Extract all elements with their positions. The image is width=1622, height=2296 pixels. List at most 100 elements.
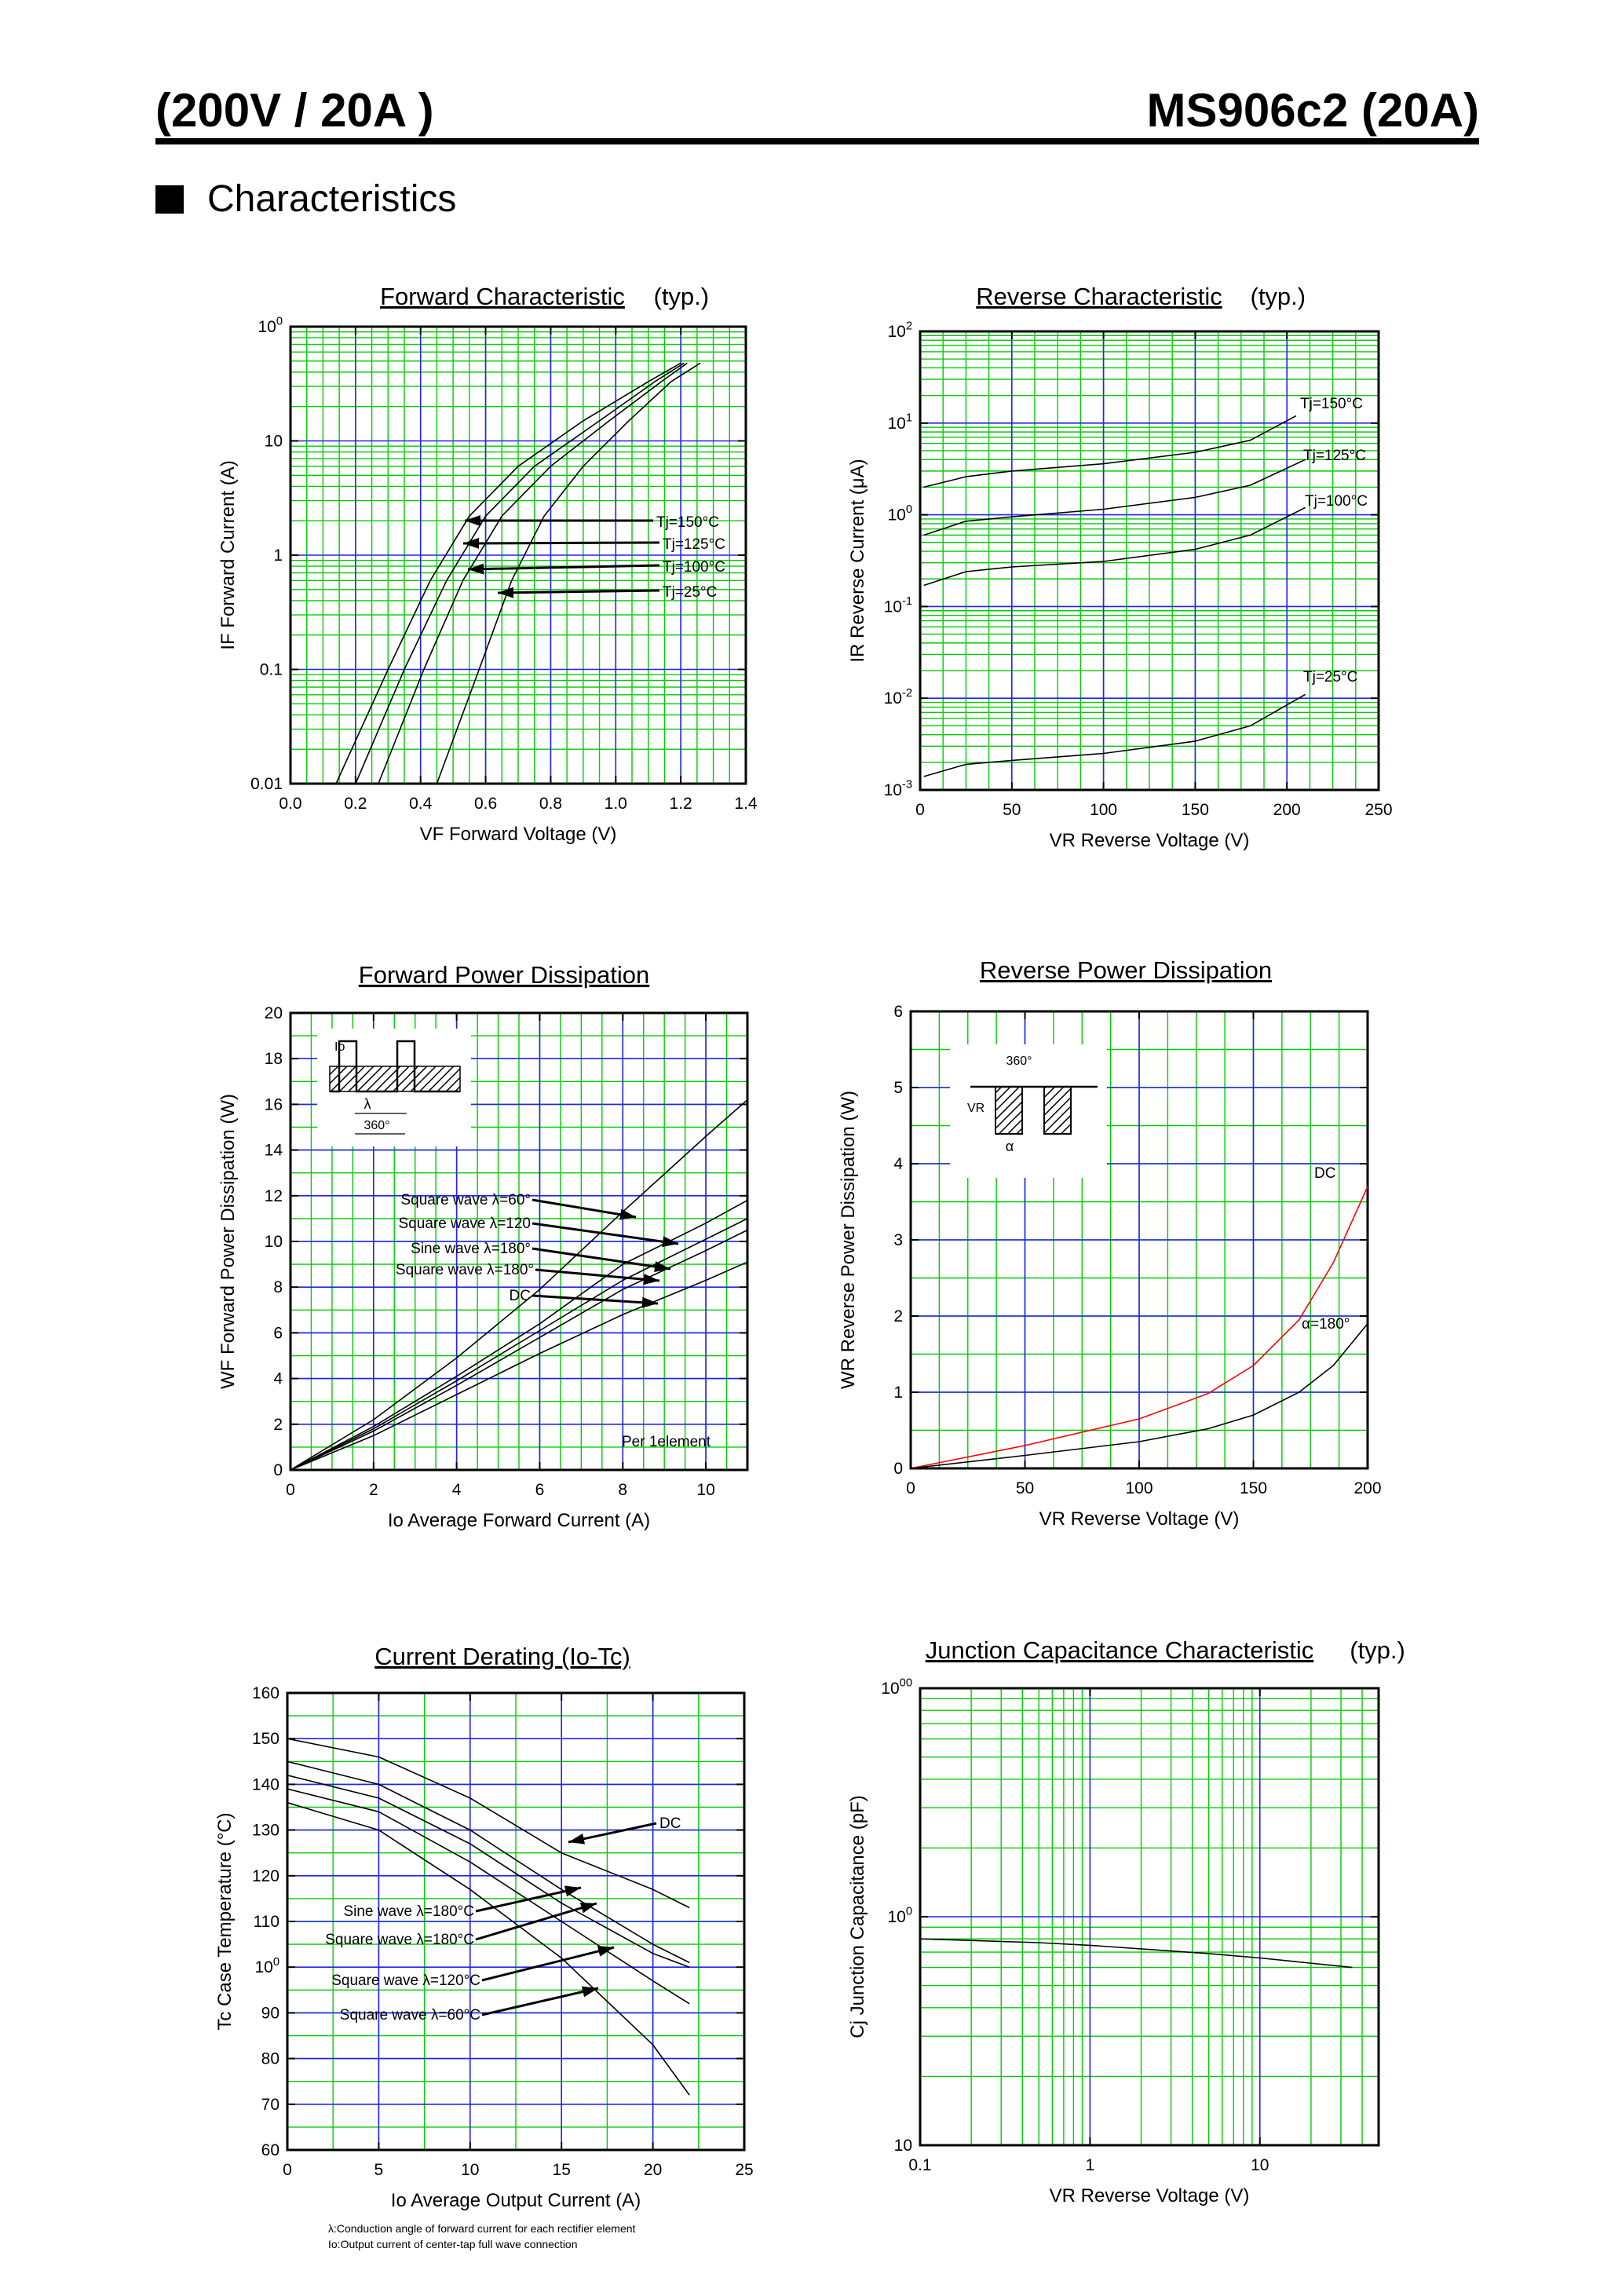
rpd-annotation: α=180° <box>1302 1316 1350 1333</box>
tick-marks <box>919 331 1379 791</box>
arrow-head <box>619 1208 636 1220</box>
y-tick-label: 12 <box>265 1187 283 1205</box>
series-line-1 <box>355 362 685 784</box>
series-line-2 <box>287 1775 690 1968</box>
derating-annotation: DC <box>659 1815 681 1832</box>
series-line-2 <box>923 506 1306 587</box>
y-tick-label: 130 <box>252 1822 279 1840</box>
y-tick-label: 3 <box>893 1231 903 1249</box>
annotation-arrow <box>475 1902 597 1941</box>
fpd-annotation: Square wave λ=60° <box>400 1192 531 1208</box>
series-line-3 <box>290 1229 748 1471</box>
x-tick-label: 50 <box>1016 1479 1034 1497</box>
series-line-2 <box>290 1218 748 1471</box>
annotation-arrow <box>535 1268 660 1282</box>
chart-capacitance: 0.1 1 10 10 100 1000 VR Reverse Voltage (V) Cj … <box>847 1636 1405 2206</box>
y-tick-label: 0 <box>893 1460 903 1478</box>
y-tick-label: 18 <box>265 1050 283 1068</box>
x-tick-label: 8 <box>618 1481 627 1499</box>
chart-rpd: 0 50 100 150 200 0 1 2 3 4 5 6 VR Reverse Voltage (V… <box>838 956 1382 1530</box>
header-left-title: (200V / 20A ) <box>155 84 434 137</box>
series-line-0 <box>923 415 1297 488</box>
y-axis-label: IR Reverse Current (μA) <box>847 459 868 662</box>
fpd-annotation: DC <box>510 1288 531 1304</box>
fpd-annotation: Sine wave λ=180° <box>411 1241 531 1257</box>
arrow-head <box>581 1986 598 1998</box>
reverse-annotation: Tj=125°C <box>1303 448 1366 464</box>
y-tick-label: 80 <box>261 2050 279 2068</box>
reverse-annotation: Tj=150°C <box>1300 396 1363 412</box>
series-line-1 <box>923 459 1306 536</box>
chart-reverse: 0 50 100 150 200 250 10-3 10-2 10-1 100 101 102 VR R… <box>847 283 1393 851</box>
section-title: Characteristics <box>207 178 457 220</box>
inset-hatch <box>329 1066 461 1092</box>
y-tick-label: 110 <box>254 1913 279 1931</box>
y-tick-label: 10-2 <box>884 687 912 707</box>
y-tick-label: 102 <box>887 320 912 341</box>
x-tick-label: 5 <box>374 2161 384 2179</box>
chart-title: Current Derating (Io-Tc) <box>374 1643 630 1670</box>
arrow-head <box>463 537 480 549</box>
y-tick-label: 60 <box>261 2141 279 2159</box>
x-tick-label: 1.4 <box>734 795 758 813</box>
arrow-head <box>643 1274 659 1285</box>
inset-bar <box>1043 1086 1072 1135</box>
inset-bg <box>950 1044 1107 1178</box>
y-axis-label: IF Forward Current (A) <box>217 460 239 649</box>
y-tick-label: 10-3 <box>884 779 912 799</box>
y-tick-label: 1 <box>273 547 283 565</box>
annotation-arrow <box>467 564 660 571</box>
derating-annotation: Square wave λ=180°C <box>325 1932 474 1948</box>
x-tick-label: 2 <box>369 1481 378 1499</box>
y-tick-label: 100 <box>254 1956 279 1976</box>
series-line-1 <box>287 1760 690 1964</box>
footnote-lambda: λ:Conduction angle of forward current fo… <box>328 2222 636 2235</box>
y-tick-label: 10 <box>894 2137 912 2155</box>
chart-title: Reverse Power Dissipation <box>980 956 1272 984</box>
annotation-arrow <box>532 1247 671 1270</box>
x-tick-label: 150 <box>1182 801 1209 819</box>
series-line-3 <box>923 693 1306 777</box>
inset-bar <box>995 1086 1023 1135</box>
chart-derating: 0 5 10 15 20 25 60 70 80 90 100 110 120 130 140 150 160 I… <box>214 1643 754 2211</box>
x-tick-label: 0 <box>283 2161 292 2179</box>
annotation-arrow <box>497 589 660 594</box>
inset-lambda-label: λ <box>364 1096 371 1112</box>
annotations: Tj=150°C Tj=125°C Tj=100°C Tj=25°C Tj=150°C T… <box>317 396 1368 2024</box>
series-line-0 <box>910 1186 1368 1469</box>
y-tick-label: 6 <box>893 1003 903 1021</box>
arrow-head <box>654 1261 670 1273</box>
x-axis-label: VR Reverse Voltage (V) <box>1039 1508 1240 1530</box>
y-tick-label: 140 <box>252 1775 279 1793</box>
series-line-0 <box>335 362 681 784</box>
arrow-head <box>662 1236 678 1248</box>
arrow-head <box>641 1296 658 1308</box>
arrow-head <box>597 1946 614 1957</box>
x-tick-label: 0 <box>906 1479 915 1497</box>
chart-title-suffix: (typ.) <box>654 283 710 310</box>
y-tick-label: 10 <box>265 1233 283 1251</box>
series-line-2 <box>378 362 688 784</box>
y-tick-label: 0.01 <box>250 775 283 793</box>
x-tick-label: 1.0 <box>605 795 627 813</box>
arrow-head <box>564 1885 581 1897</box>
y-tick-label: 2 <box>893 1307 903 1325</box>
rpd-inset: VR 360° α <box>950 1044 1107 1178</box>
x-tick-label: 200 <box>1273 801 1301 819</box>
y-tick-label: 1 <box>893 1384 903 1402</box>
arrow-head <box>579 1903 597 1914</box>
series-line-0 <box>919 1938 1353 1969</box>
inset-deg-label: 360° <box>363 1119 389 1132</box>
fpd-inset: Io λ 360° <box>317 1029 471 1146</box>
y-tick-label: 0 <box>273 1461 283 1479</box>
arrow-head <box>468 563 484 575</box>
reverse-annotation: Tj=100°C <box>1305 493 1368 510</box>
chart-title: Junction Capacitance Characteristic <box>926 1636 1314 1664</box>
chart-title: Forward Power Dissipation <box>359 961 649 989</box>
chart-title: Reverse Characteristic <box>976 283 1222 310</box>
x-tick-label: 0.8 <box>539 795 562 813</box>
x-tick-label: 250 <box>1364 801 1392 819</box>
square-bullet-icon <box>155 185 184 214</box>
y-tick-label: 101 <box>887 411 912 432</box>
y-tick-label: 2 <box>273 1416 283 1434</box>
